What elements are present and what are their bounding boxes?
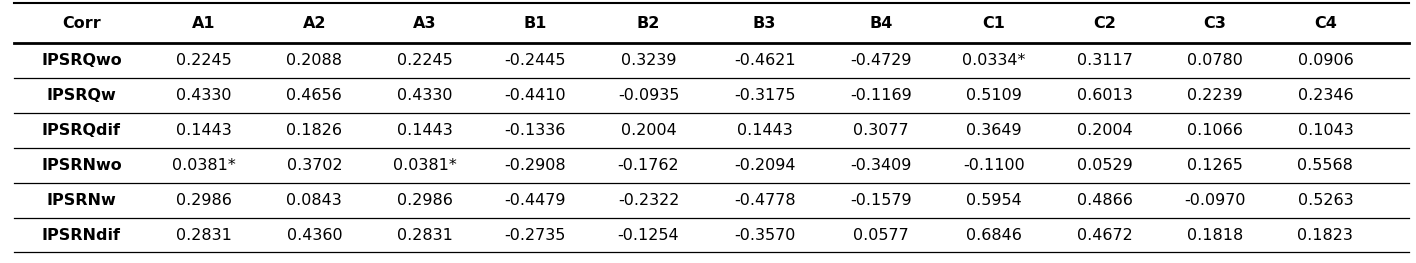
Text: -0.2445: -0.2445 bbox=[504, 53, 566, 68]
Text: 0.1826: 0.1826 bbox=[286, 123, 343, 138]
Text: C4: C4 bbox=[1314, 16, 1337, 31]
Text: 0.4330: 0.4330 bbox=[176, 88, 232, 103]
Text: -0.3175: -0.3175 bbox=[733, 88, 796, 103]
Text: B4: B4 bbox=[869, 16, 892, 31]
Text: 0.1066: 0.1066 bbox=[1187, 123, 1243, 138]
Text: 0.1265: 0.1265 bbox=[1187, 158, 1243, 173]
Text: A1: A1 bbox=[193, 16, 215, 31]
Text: IPSRNwo: IPSRNwo bbox=[41, 158, 122, 173]
Text: -0.1169: -0.1169 bbox=[850, 88, 912, 103]
Text: A2: A2 bbox=[303, 16, 326, 31]
Text: B3: B3 bbox=[753, 16, 776, 31]
Text: 0.2346: 0.2346 bbox=[1297, 88, 1354, 103]
Text: 0.2986: 0.2986 bbox=[396, 193, 453, 208]
Text: IPSRQwo: IPSRQwo bbox=[41, 53, 122, 68]
Text: 0.3117: 0.3117 bbox=[1076, 53, 1133, 68]
Text: 0.2004: 0.2004 bbox=[1076, 123, 1133, 138]
Text: 0.1043: 0.1043 bbox=[1297, 123, 1354, 138]
Text: 0.4360: 0.4360 bbox=[286, 227, 343, 242]
Text: IPSRQdif: IPSRQdif bbox=[42, 123, 120, 138]
Text: 0.0381*: 0.0381* bbox=[171, 158, 236, 173]
Text: -0.1254: -0.1254 bbox=[617, 227, 680, 242]
Text: 0.3702: 0.3702 bbox=[286, 158, 343, 173]
Text: 0.0906: 0.0906 bbox=[1297, 53, 1354, 68]
Text: 0.2245: 0.2245 bbox=[396, 53, 453, 68]
Text: 0.6846: 0.6846 bbox=[966, 227, 1022, 242]
Text: C1: C1 bbox=[983, 16, 1005, 31]
Text: B1: B1 bbox=[524, 16, 547, 31]
Text: IPSRQw: IPSRQw bbox=[47, 88, 116, 103]
Text: -0.0970: -0.0970 bbox=[1184, 193, 1246, 208]
Text: 0.4656: 0.4656 bbox=[286, 88, 343, 103]
Text: 0.1443: 0.1443 bbox=[736, 123, 793, 138]
Text: 0.4672: 0.4672 bbox=[1076, 227, 1133, 242]
Text: -0.3570: -0.3570 bbox=[733, 227, 796, 242]
Text: 0.1443: 0.1443 bbox=[396, 123, 453, 138]
Text: -0.1762: -0.1762 bbox=[617, 158, 680, 173]
Text: 0.0381*: 0.0381* bbox=[392, 158, 457, 173]
Text: 0.5568: 0.5568 bbox=[1297, 158, 1354, 173]
Text: 0.0780: 0.0780 bbox=[1187, 53, 1243, 68]
Text: 0.5954: 0.5954 bbox=[966, 193, 1022, 208]
Text: 0.2088: 0.2088 bbox=[286, 53, 343, 68]
Text: -0.4410: -0.4410 bbox=[504, 88, 566, 103]
Text: 0.0843: 0.0843 bbox=[286, 193, 343, 208]
Text: 0.2239: 0.2239 bbox=[1187, 88, 1243, 103]
Text: 0.4330: 0.4330 bbox=[396, 88, 453, 103]
Text: 0.3077: 0.3077 bbox=[852, 123, 909, 138]
Text: -0.1336: -0.1336 bbox=[504, 123, 566, 138]
Text: Corr: Corr bbox=[62, 16, 101, 31]
Text: -0.4479: -0.4479 bbox=[504, 193, 566, 208]
Text: IPSRNw: IPSRNw bbox=[47, 193, 116, 208]
Text: 0.2986: 0.2986 bbox=[176, 193, 232, 208]
Text: -0.2735: -0.2735 bbox=[504, 227, 566, 242]
Text: -0.1100: -0.1100 bbox=[963, 158, 1025, 173]
Text: 0.2831: 0.2831 bbox=[396, 227, 453, 242]
Text: B2: B2 bbox=[637, 16, 660, 31]
Text: 0.1443: 0.1443 bbox=[176, 123, 232, 138]
Text: A3: A3 bbox=[413, 16, 436, 31]
Text: -0.0935: -0.0935 bbox=[617, 88, 680, 103]
Text: -0.2908: -0.2908 bbox=[504, 158, 566, 173]
Text: -0.4621: -0.4621 bbox=[733, 53, 796, 68]
Text: 0.0577: 0.0577 bbox=[852, 227, 909, 242]
Text: -0.3409: -0.3409 bbox=[850, 158, 912, 173]
Text: -0.2094: -0.2094 bbox=[733, 158, 796, 173]
Text: 0.5263: 0.5263 bbox=[1297, 193, 1354, 208]
Text: 0.2245: 0.2245 bbox=[176, 53, 232, 68]
Text: C3: C3 bbox=[1204, 16, 1226, 31]
Text: 0.1823: 0.1823 bbox=[1297, 227, 1354, 242]
Text: IPSRNdif: IPSRNdif bbox=[42, 227, 120, 242]
Text: 0.3239: 0.3239 bbox=[620, 53, 677, 68]
Text: 0.4866: 0.4866 bbox=[1076, 193, 1133, 208]
Text: 0.2004: 0.2004 bbox=[620, 123, 677, 138]
Text: C2: C2 bbox=[1093, 16, 1116, 31]
Text: 0.0529: 0.0529 bbox=[1076, 158, 1133, 173]
Text: 0.3649: 0.3649 bbox=[966, 123, 1022, 138]
Text: 0.6013: 0.6013 bbox=[1076, 88, 1133, 103]
Text: -0.4729: -0.4729 bbox=[850, 53, 912, 68]
Text: 0.5109: 0.5109 bbox=[966, 88, 1022, 103]
Text: -0.4778: -0.4778 bbox=[733, 193, 796, 208]
Text: 0.2831: 0.2831 bbox=[176, 227, 232, 242]
Text: 0.1818: 0.1818 bbox=[1187, 227, 1243, 242]
Text: -0.1579: -0.1579 bbox=[850, 193, 912, 208]
Text: 0.0334*: 0.0334* bbox=[963, 53, 1025, 68]
Text: -0.2322: -0.2322 bbox=[617, 193, 680, 208]
